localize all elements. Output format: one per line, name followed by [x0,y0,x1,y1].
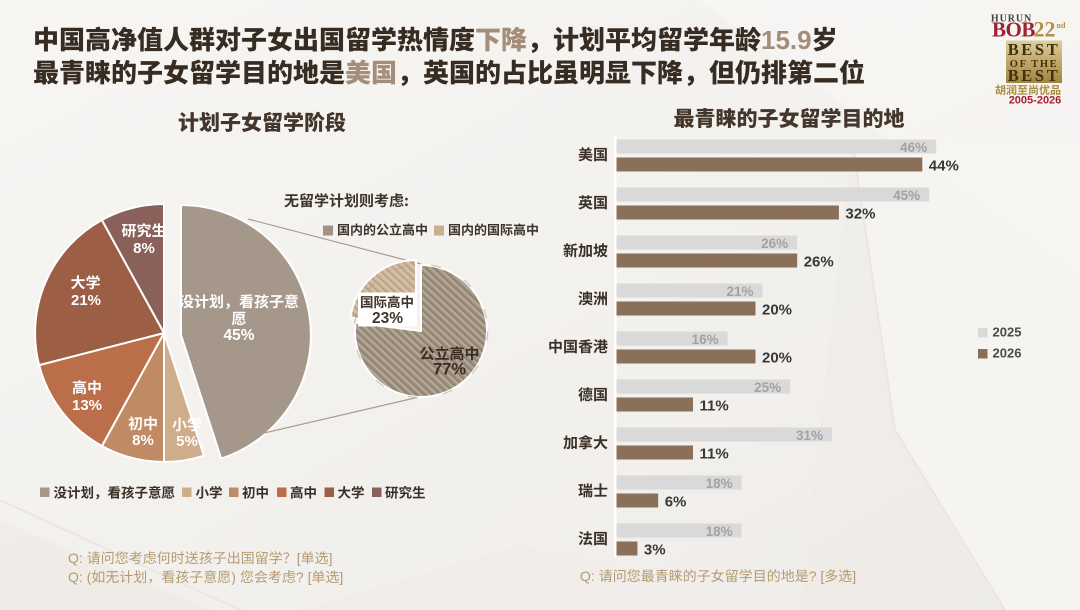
svg-text:11%: 11% [700,446,729,463]
svg-text:77%: 77% [433,361,466,379]
svg-text:26%: 26% [804,254,834,271]
svg-text:46%: 46% [900,140,927,155]
svg-text:11%: 11% [700,398,729,415]
svg-text:BEST: BEST [1008,66,1061,85]
svg-text:15.9: 15.9 [761,25,812,55]
svg-text:Q: (: Q: ( [68,569,92,585]
svg-text:18%: 18% [706,476,733,491]
svg-text:20%: 20% [762,302,792,319]
svg-text:25%: 25% [754,380,781,395]
svg-text:21%: 21% [71,292,101,309]
svg-text:]: ] [852,568,856,584]
svg-text:6%: 6% [665,494,687,511]
svg-text:16%: 16% [692,332,719,347]
svg-text:8%: 8% [132,432,154,449]
svg-text:BEST: BEST [1008,40,1061,59]
svg-text:18%: 18% [706,524,733,539]
svg-text:BOB: BOB [992,18,1035,42]
svg-text:nd: nd [1057,21,1066,30]
svg-text:23%: 23% [372,310,403,327]
svg-text:2005-2026: 2005-2026 [1009,95,1062,107]
svg-text:OF THE: OF THE [1010,59,1058,70]
svg-text:3%: 3% [644,542,666,559]
svg-text:2025: 2025 [993,325,1022,340]
svg-text:): ) [231,569,236,585]
svg-text:26%: 26% [761,236,788,251]
svg-text:]: ] [339,569,343,585]
svg-text:45%: 45% [893,188,920,203]
svg-text:22: 22 [1034,17,1056,42]
svg-text:13%: 13% [72,397,102,414]
svg-text:? [: ? [ [809,568,825,584]
svg-text:Q:: Q: [68,550,83,566]
svg-text:8%: 8% [133,240,155,257]
svg-text:[: [ [297,550,301,566]
svg-text:2026: 2026 [993,346,1022,361]
svg-text:Q:: Q: [580,568,595,584]
svg-text:21%: 21% [726,284,753,299]
svg-text:? [: ? [ [296,569,312,585]
svg-text:20%: 20% [762,350,792,367]
svg-text:HURUN: HURUN [991,14,1032,25]
svg-text:5%: 5% [176,433,198,450]
svg-text:31%: 31% [796,428,823,443]
svg-text:]: ] [329,550,333,566]
svg-text:45%: 45% [223,327,254,344]
svg-text:32%: 32% [845,206,875,223]
svg-text:44%: 44% [929,158,959,175]
